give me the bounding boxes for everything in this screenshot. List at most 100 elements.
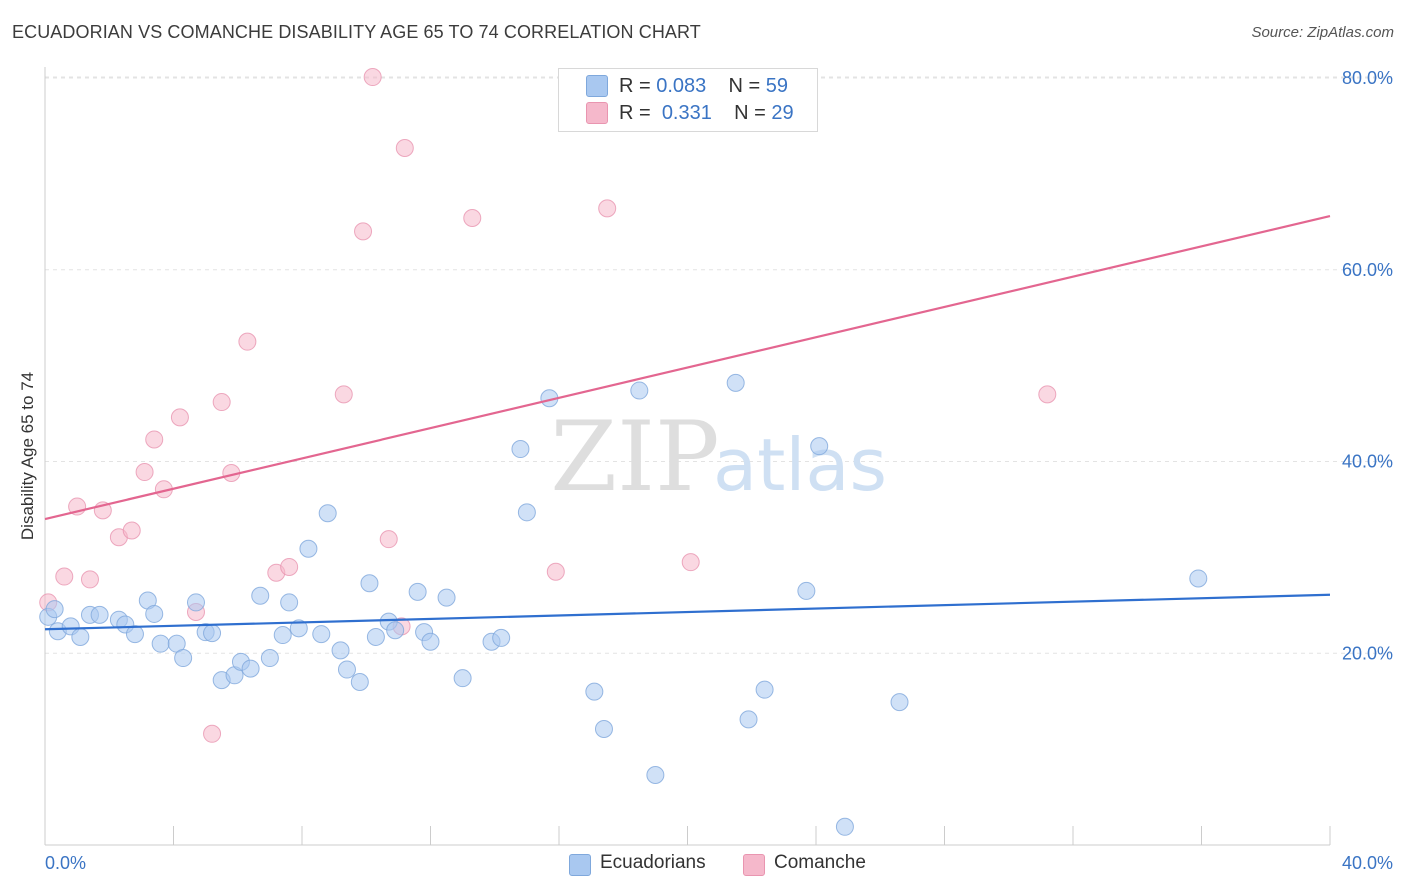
- ecuadorian-point: [594, 719, 613, 738]
- axes: [44, 67, 1331, 846]
- ecuadorian-point: [453, 669, 472, 688]
- comanche-point: [363, 68, 382, 87]
- ecuadorian-point: [174, 649, 193, 668]
- comanche-point: [122, 521, 141, 540]
- ecuadorian-point: [71, 627, 90, 646]
- ecuadorian-trend-line: [44, 593, 1331, 631]
- chart-title: ECUADORIAN VS COMANCHE DISABILITY AGE 65…: [12, 22, 701, 42]
- legend-swatch-pink: [586, 102, 608, 124]
- comanche-point: [212, 393, 231, 412]
- comanche-point: [598, 199, 617, 218]
- n-value: 29: [771, 101, 794, 124]
- ecuadorian-point: [186, 593, 205, 612]
- ecuadorian-point: [45, 600, 64, 619]
- source-label: Source: ZipAtlas.com: [1251, 24, 1394, 41]
- legend-label-comanche: Comanche: [774, 852, 866, 873]
- ecuadorian-point: [797, 581, 816, 600]
- ecuadorian-point: [280, 593, 299, 612]
- ecuadorian-point: [125, 625, 144, 644]
- ecuadorian-point: [151, 634, 170, 653]
- legend-swatch-pink: [743, 854, 765, 876]
- ecuadorian-point: [360, 574, 379, 593]
- y-tick-label: 60.0%: [1342, 260, 1393, 280]
- comanche-point: [80, 570, 99, 589]
- gridlines: [45, 76, 1392, 654]
- ecuadorian-point: [299, 539, 318, 558]
- n-value: 59: [765, 74, 789, 97]
- legend-label-ecuadorians: Ecuadorians: [600, 852, 706, 873]
- ecuadorian-point: [726, 373, 745, 392]
- comanche-point: [203, 724, 222, 743]
- ecuadorian-point: [421, 632, 440, 651]
- watermark-zip: ZIP: [550, 401, 719, 513]
- comanche-point: [463, 208, 482, 227]
- trend-lines: [44, 214, 1331, 631]
- y-tick-label: 40.0%: [1342, 452, 1393, 472]
- ecuadorian-point: [630, 381, 649, 400]
- comanche-point: [395, 138, 414, 157]
- ecuadorian-point: [386, 621, 405, 640]
- ecuadorian-point: [312, 625, 331, 644]
- correlation-legend: R = 0.083 N = 59 R = 0.331 N = 29: [558, 68, 818, 132]
- ecuadorian-point: [366, 627, 385, 646]
- comanche-point: [135, 463, 154, 482]
- ecuadorian-point: [289, 619, 308, 638]
- r-value: 0.083: [656, 74, 707, 97]
- ecuadorian-point: [241, 659, 260, 678]
- y-tick-label: 20.0%: [1342, 643, 1393, 663]
- ecuadorian-point: [145, 604, 164, 623]
- ecuadorian-point: [251, 586, 270, 605]
- ecuadorian-point: [437, 588, 456, 607]
- ecuadorian-point: [260, 649, 279, 668]
- y-tick-label: 80.0%: [1342, 68, 1393, 88]
- ecuadorian-point: [739, 710, 758, 729]
- ecuadorian-point: [408, 582, 427, 601]
- comanche-point: [334, 385, 353, 404]
- comanche-trend-line: [44, 214, 1331, 521]
- comanche-point: [354, 222, 373, 241]
- legend-swatch-blue: [586, 75, 608, 97]
- ecuadorian-point: [492, 628, 511, 647]
- comanche-point: [170, 408, 189, 427]
- ecuadorian-point: [810, 437, 829, 456]
- ecuadorian-point: [755, 680, 774, 699]
- legend-swatch-blue: [569, 854, 591, 876]
- watermark: ZIP atlas: [550, 401, 887, 513]
- n-label: N =: [734, 101, 772, 124]
- ecuadorian-point: [90, 605, 109, 624]
- legend-text-comanche: R = 0.331 N = 29: [619, 102, 794, 125]
- x-tick-label-min: 0.0%: [45, 853, 86, 873]
- n-label: N =: [728, 74, 766, 97]
- ecuadorian-point: [517, 503, 536, 522]
- ecuadorian-point: [1189, 569, 1208, 588]
- ecuadorian-point: [890, 693, 909, 712]
- watermark-atlas: atlas: [713, 423, 887, 507]
- ecuadorian-point: [273, 626, 292, 645]
- ecuadorian-point: [203, 624, 222, 643]
- tick-labels: 20.0% 40.0% 60.0% 80.0% 0.0% 40.0%: [45, 68, 1393, 873]
- comanche-point: [1038, 385, 1057, 404]
- comanche-point: [145, 430, 164, 449]
- ecuadorian-point: [318, 504, 337, 523]
- x-tick-label-max: 40.0%: [1342, 853, 1393, 873]
- ecuadorian-point: [331, 641, 350, 660]
- comanche-point: [379, 530, 398, 549]
- ecuadorian-point: [511, 440, 530, 459]
- comanche-point: [238, 332, 257, 351]
- ecuadorian-point: [835, 817, 854, 836]
- ecuadorian-point: [585, 682, 604, 701]
- r-label: R =: [619, 74, 657, 97]
- comanche-point: [546, 562, 565, 581]
- legend-text-ecuadorians: R = 0.083 N = 59: [619, 75, 788, 98]
- ecuadorian-points: [39, 373, 1208, 836]
- ecuadorian-point: [350, 673, 369, 692]
- ecuadorian-point: [646, 766, 665, 785]
- comanche-point: [681, 553, 700, 572]
- r-label: R =: [619, 101, 657, 124]
- ecuadorian-point: [337, 660, 356, 679]
- comanche-point: [55, 567, 74, 586]
- r-value: 0.331: [661, 101, 712, 124]
- y-axis-label: Disability Age 65 to 74: [18, 371, 37, 541]
- comanche-point: [280, 557, 299, 576]
